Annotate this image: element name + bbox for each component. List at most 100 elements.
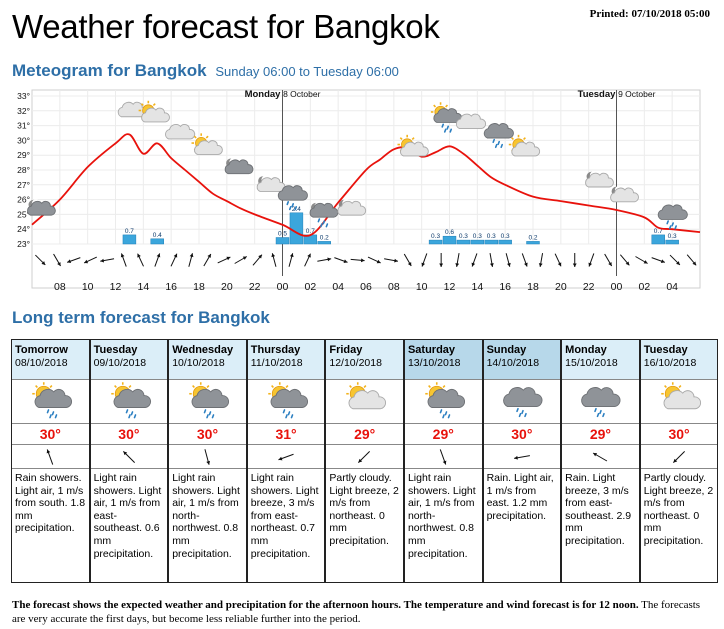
wind-arrow-icon: [455, 253, 460, 267]
precipitation-label: 2.4: [292, 206, 301, 213]
x-tick-label: 00: [277, 281, 289, 293]
wind-arrow-icon: [304, 253, 311, 267]
wind-arrow-icon: [686, 254, 697, 266]
precipitation-bar: [470, 239, 485, 245]
wind-arrow-icon: [367, 256, 381, 264]
x-tick-label: 16: [165, 281, 177, 293]
night-rain-icon: [309, 202, 339, 228]
x-tick-label: 04: [666, 281, 678, 293]
forecast-weather: [405, 380, 482, 423]
wind-arrow-icon: [384, 258, 399, 263]
forecast-card-header: Tomorrow 08/10/2018: [12, 340, 89, 380]
wind-arrow-icon: [572, 253, 577, 267]
y-tick-label: 27°: [17, 180, 30, 190]
y-tick-label: 32°: [17, 106, 30, 116]
wind-arrow-icon: [122, 450, 135, 464]
forecast-temperature: 29°: [326, 423, 403, 445]
forecast-temperature: 30°: [12, 423, 89, 445]
longterm-title: Long term forecast for Bangkok: [12, 308, 270, 327]
forecast-temperature: 30°: [169, 423, 246, 445]
forecast-weather: [641, 380, 718, 423]
x-tick-label: 12: [110, 281, 122, 293]
precipitation-bar: [275, 237, 290, 245]
forecast-temperature: 30°: [90, 423, 168, 445]
forecast-temperature: 30°: [483, 423, 561, 445]
x-tick-label: 10: [82, 281, 94, 293]
forecast-day: Tuesday: [93, 344, 138, 356]
cloudy-rain-icon: [502, 387, 543, 418]
wind-arrow-icon: [188, 253, 194, 267]
forecast-card: Monday 15/10/2018 29° Rain. Light breeze…: [561, 339, 640, 583]
forecast-wind: [326, 445, 403, 469]
wind-arrow-icon: [204, 449, 211, 465]
wind-arrow-icon: [53, 253, 61, 267]
x-tick-label: 22: [583, 281, 595, 293]
forecast-day: Monday: [565, 344, 607, 356]
forecast-date: 12/10/2018: [329, 357, 382, 369]
wind-arrow-icon: [46, 449, 54, 465]
forecast-day: Saturday: [407, 344, 456, 356]
forecast-description: Partly cloudy. Light breeze, 2 m/s from …: [329, 472, 399, 547]
meteogram-heading: Meteogram for Bangkok Sunday 06:00 to Tu…: [12, 61, 399, 81]
cloudy-icon: [455, 113, 487, 130]
forecast-description: Rain. Light air, 1 m/s from east. 1.2 mm…: [486, 472, 554, 522]
wind-arrow-icon: [350, 258, 365, 263]
forecast-card: Tuesday 16/10/2018 30° Partly cloudy. Li…: [639, 339, 719, 583]
forecast-day: Sunday: [486, 344, 527, 356]
forecast-date: 16/10/2018: [643, 357, 697, 369]
forecast-temperature: 29°: [562, 423, 639, 445]
forecast-temperature: 29°: [404, 423, 482, 445]
wind-arrow-icon: [651, 257, 665, 263]
cloudy-rain-icon: [581, 387, 621, 418]
forecast-card: Wednesday 10/10/2018 30° Light rain show…: [168, 339, 247, 583]
wind-arrow-icon: [203, 253, 212, 267]
night-partly-cloudy-icon: [610, 185, 639, 203]
forecast-date: 08/10/2018: [15, 357, 68, 369]
forecast-weather: [169, 380, 246, 423]
forecast-date: 09/10/2018: [93, 357, 147, 369]
forecast-card-header: Monday 15/10/2018: [562, 340, 639, 380]
wind-arrow-icon: [619, 254, 630, 266]
wind-arrow-icon: [403, 253, 412, 267]
x-tick-label: 08: [54, 281, 66, 293]
wind-arrow-icon: [317, 257, 332, 262]
precipitation-bar: [484, 239, 498, 245]
wind-arrow-icon: [471, 253, 478, 267]
wind-arrow-icon: [513, 455, 530, 460]
forecast-date: 15/10/2018: [565, 357, 618, 369]
partly-cloudy-icon: [508, 134, 541, 157]
forecast-wind: [90, 445, 168, 469]
wind-arrow-icon: [439, 449, 447, 465]
meteogram-chart: 08 10 12 14 16 18 20 22 00 02 04 06 08 10 12 14 16 18 20 22…: [17, 89, 701, 293]
y-tick-label: 23°: [17, 239, 30, 249]
forecast-day: Wednesday: [172, 344, 234, 356]
forecast-card: Tuesday 09/10/2018 30° Light rain shower…: [89, 339, 169, 583]
sun-rain-icon: [425, 382, 465, 419]
y-tick-label: 31°: [17, 121, 30, 131]
page-title: Weather forecast for Bangkok: [12, 8, 440, 45]
precipitation-bar: [651, 234, 665, 245]
wind-arrow-icon: [505, 253, 511, 267]
wind-arrow-icon: [538, 253, 544, 267]
forecast-description: Partly cloudy. Light breeze, 2 m/s from …: [643, 472, 714, 547]
y-tick-label: 33°: [17, 91, 30, 101]
forecast-description: Light rain showers. Light air, 1 m/s fro…: [407, 472, 476, 560]
y-tick-label: 26°: [17, 195, 30, 205]
precipitation-label: 0.7: [654, 228, 663, 235]
cloudy-icon: [165, 124, 196, 140]
precipitation-label: 0.2: [320, 234, 329, 241]
footer-note-normal: The forecasts are very accurate the firs…: [12, 599, 701, 625]
cloudy-rain-icon: [277, 185, 308, 211]
footer-note: The forecast shows the expected weather …: [12, 598, 712, 626]
forecast-description: Light rain showers. Light breeze, 3 m/s …: [250, 472, 319, 560]
forecast-day: Friday: [329, 344, 363, 356]
wind-arrow-icon: [592, 452, 608, 462]
wind-arrow-icon: [421, 253, 428, 267]
precipitation-bar: [456, 239, 471, 245]
x-tick-label: 10: [416, 281, 428, 293]
forecast-card: Tomorrow 08/10/2018 30° Rain showers. Li…: [11, 339, 90, 583]
forecast-day: Thursday: [250, 344, 301, 356]
forecast-description: Rain showers. Light air, 1 m/s from sout…: [15, 472, 86, 535]
forecast-wind: [247, 445, 325, 469]
precipitation-label: 0.3: [459, 233, 468, 240]
